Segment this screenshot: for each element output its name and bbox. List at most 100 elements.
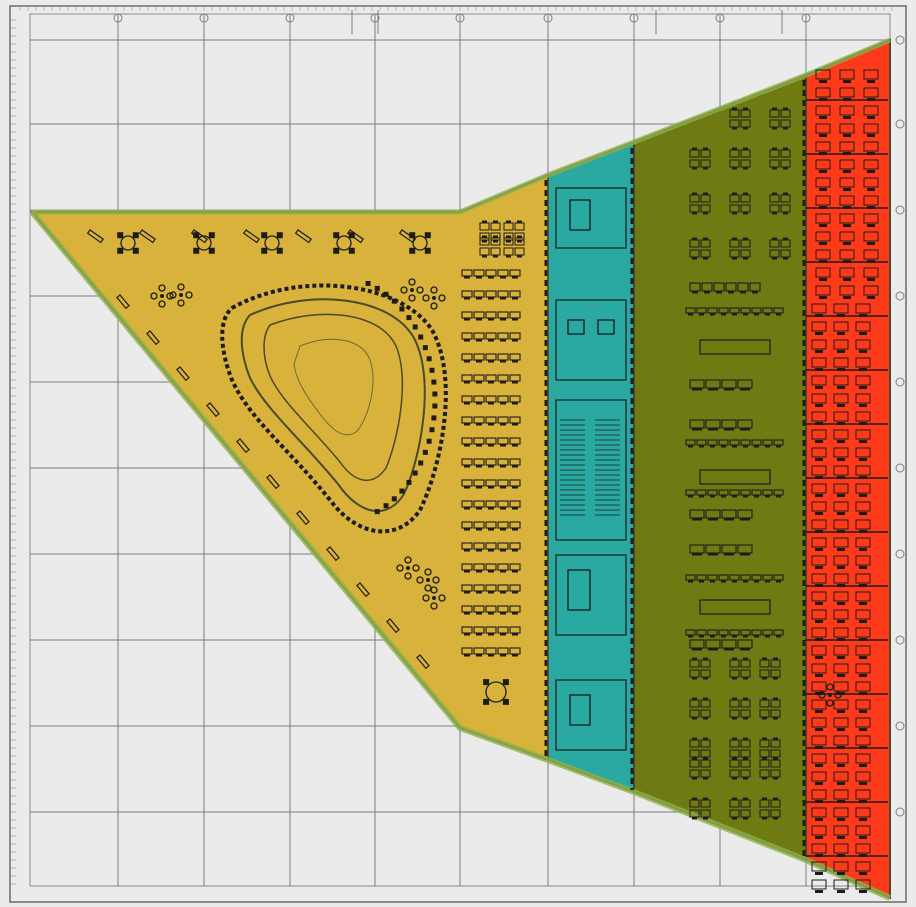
grid-bubble xyxy=(895,119,905,129)
office-desk xyxy=(863,87,879,98)
office-desk xyxy=(811,609,827,620)
office-chair xyxy=(837,728,845,731)
grid-bubble xyxy=(895,463,905,473)
office-chair xyxy=(859,620,867,623)
grid-bubble xyxy=(801,13,811,23)
office-desk xyxy=(811,807,827,818)
office-chair xyxy=(859,332,867,335)
office-chair xyxy=(837,872,845,875)
grid-bubble xyxy=(895,35,905,45)
atrium-bench xyxy=(391,496,397,502)
office-desk xyxy=(855,555,871,566)
office-chair xyxy=(837,836,845,839)
open-office-bench-row xyxy=(685,439,784,448)
office-chair xyxy=(859,386,867,389)
office-desk xyxy=(811,717,827,728)
office-desk xyxy=(839,105,855,116)
office-desk xyxy=(855,339,871,350)
office-chair xyxy=(837,674,845,677)
office-desk xyxy=(855,627,871,638)
office-desk xyxy=(833,663,849,674)
meeting-table xyxy=(699,339,771,355)
office-desk xyxy=(855,825,871,836)
library-desk-cluster xyxy=(479,235,501,258)
grid-bubble xyxy=(895,549,905,559)
office-chair xyxy=(837,386,845,389)
office-desk xyxy=(855,843,871,854)
office-chair xyxy=(859,602,867,605)
open-office-desk-row xyxy=(689,544,753,556)
office-desk xyxy=(811,483,827,494)
office-desk xyxy=(855,609,871,620)
grid-bubble xyxy=(895,807,905,817)
office-chair xyxy=(837,332,845,335)
office-desk xyxy=(855,501,871,512)
office-desk xyxy=(811,681,827,692)
facade-bench xyxy=(86,229,104,244)
office-chair xyxy=(843,242,851,245)
drawing-frame xyxy=(9,5,907,903)
library-study-desks xyxy=(461,416,521,426)
facade-strip-south xyxy=(29,210,892,901)
lounge-seating xyxy=(422,286,446,310)
facade-bench xyxy=(138,229,156,244)
open-office-desk-row xyxy=(689,419,753,431)
open-office-bench-row xyxy=(685,574,784,583)
facade-strip-north xyxy=(32,37,891,215)
open-office-desk-cluster xyxy=(759,797,781,820)
office-desk xyxy=(839,141,855,152)
atrium-bench xyxy=(391,298,397,304)
office-desk xyxy=(811,771,827,782)
office-desk xyxy=(839,231,855,242)
office-desk xyxy=(833,681,849,692)
facade-bench xyxy=(116,294,130,310)
office-chair xyxy=(843,170,851,173)
office-desk xyxy=(833,789,849,800)
meeting-table xyxy=(699,599,771,615)
meeting-table xyxy=(567,319,585,335)
office-desk xyxy=(855,537,871,548)
office-desk xyxy=(833,357,849,368)
office-chair xyxy=(815,458,823,461)
office-chair xyxy=(859,836,867,839)
open-office-desk-row xyxy=(689,379,753,391)
office-desk xyxy=(833,807,849,818)
office-chair xyxy=(837,818,845,821)
office-chair xyxy=(815,728,823,731)
office-chair xyxy=(867,134,875,137)
office-desk xyxy=(815,87,831,98)
office-desk xyxy=(833,339,849,350)
office-chair xyxy=(819,116,827,119)
office-desk xyxy=(811,861,827,872)
meeting-table xyxy=(569,199,591,231)
office-desk xyxy=(863,105,879,116)
office-desk xyxy=(811,429,827,440)
office-desk xyxy=(833,393,849,404)
open-office-bench-row xyxy=(685,489,784,498)
library-study-desks xyxy=(461,584,521,594)
office-desk xyxy=(815,249,831,260)
library-study-desks xyxy=(461,500,521,510)
office-chair xyxy=(815,764,823,767)
atrium-bench xyxy=(432,391,438,397)
office-chair xyxy=(819,296,827,299)
office-chair xyxy=(859,818,867,821)
grid-bubble xyxy=(715,13,725,23)
office-desk xyxy=(811,699,827,710)
office-chair xyxy=(837,440,845,443)
office-chair xyxy=(859,404,867,407)
office-chair xyxy=(815,350,823,353)
office-chair xyxy=(815,710,823,713)
office-desk xyxy=(811,357,827,368)
office-desk xyxy=(855,375,871,386)
open-office-desk-cluster xyxy=(689,797,711,820)
office-desk xyxy=(833,879,849,890)
office-desk xyxy=(815,213,831,224)
office-chair xyxy=(815,620,823,623)
office-desk xyxy=(855,465,871,476)
office-desk xyxy=(833,321,849,332)
lounge-seating xyxy=(400,278,424,302)
office-chair xyxy=(859,566,867,569)
office-desk xyxy=(833,627,849,638)
